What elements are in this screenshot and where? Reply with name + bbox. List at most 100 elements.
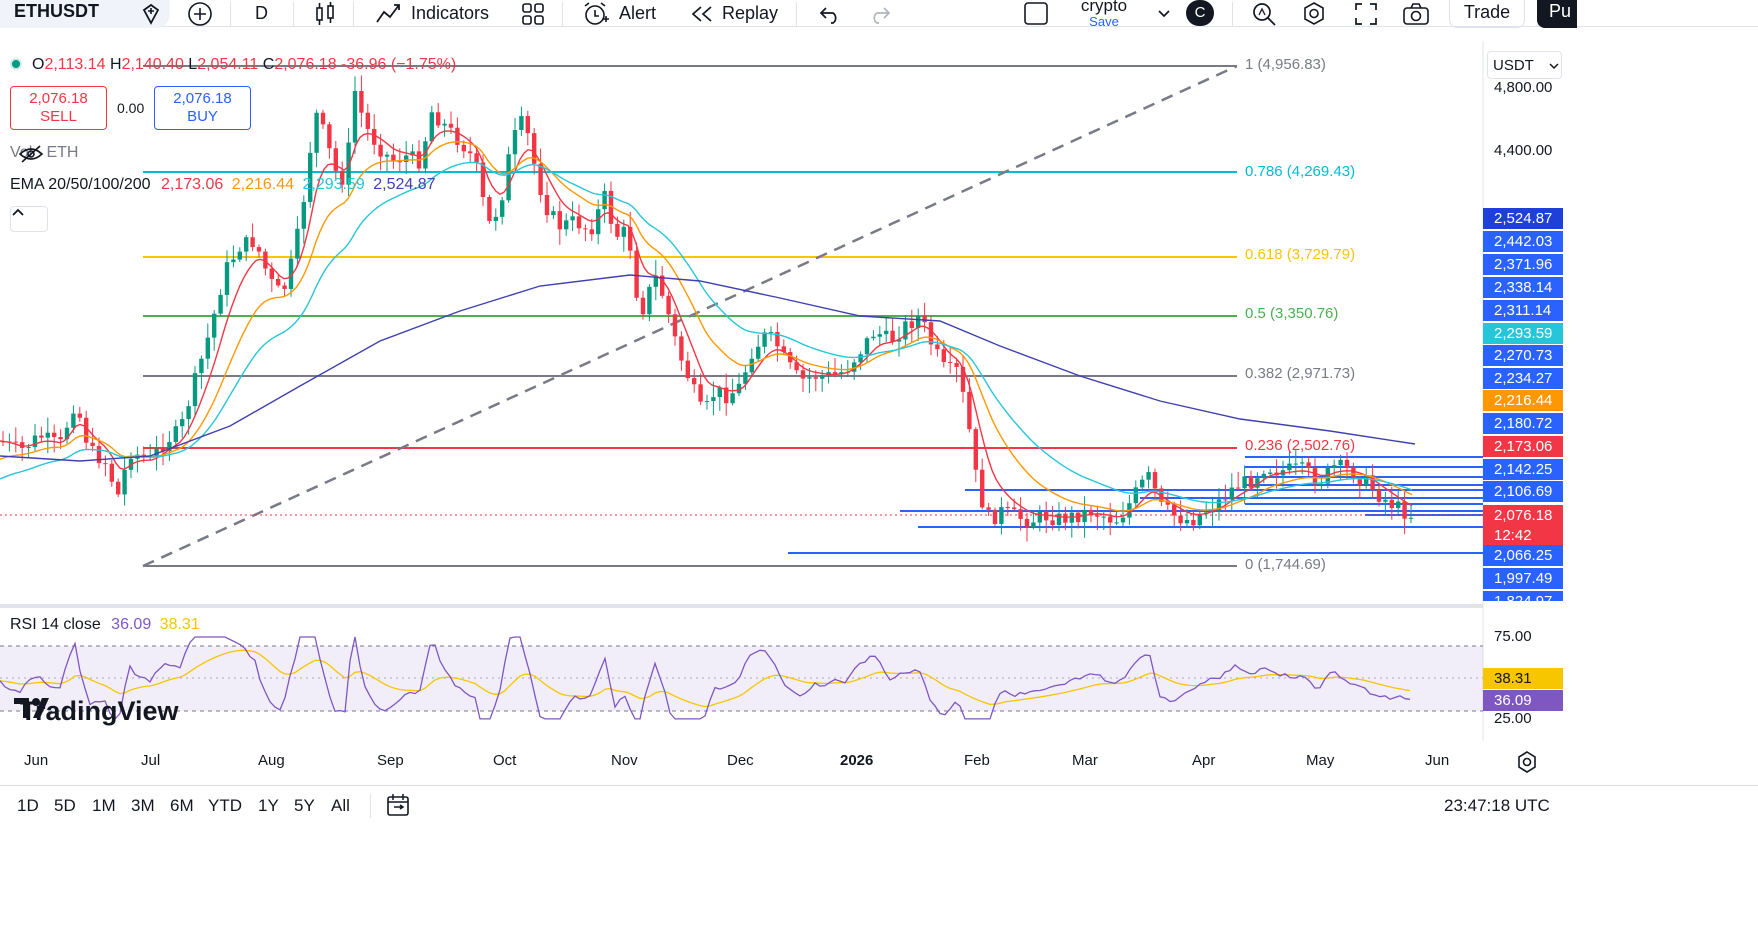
redo-icon[interactable] (868, 0, 892, 27)
trade-button[interactable]: Trade (1449, 0, 1525, 28)
candle-body (1383, 499, 1388, 502)
publish-button[interactable]: Pu (1537, 0, 1577, 28)
ema20-line (0, 130, 1413, 518)
candle-type-icon[interactable] (313, 0, 337, 27)
add-symbol-icon[interactable] (138, 0, 164, 27)
chevron-up-icon (12, 208, 24, 216)
symbol-search[interactable]: ETHUSDT (0, 0, 170, 28)
price-axis-tag: 2,076.18 (1483, 505, 1563, 526)
candle-body (154, 448, 159, 457)
time-axis-settings-icon[interactable] (1515, 750, 1539, 779)
range-button-all[interactable]: All (331, 796, 350, 815)
settings-gear-icon[interactable] (1300, 0, 1328, 27)
open-label: O (32, 56, 45, 73)
candle-body (1152, 472, 1158, 489)
candle-body (551, 211, 556, 216)
candle-body (365, 112, 370, 129)
candle-body (948, 362, 953, 364)
ema-label: EMA 20/50/100/200 (10, 176, 151, 193)
publish-label: Pu (1549, 1, 1572, 21)
candle-body (352, 90, 358, 143)
candle-body (928, 322, 934, 345)
fib-level-label: 1 (4,956.83) (1245, 56, 1326, 73)
candle-body (429, 112, 434, 142)
indicators-button[interactable]: Indicators (375, 0, 489, 27)
time-tick: Feb (964, 752, 990, 769)
fullscreen-icon[interactable] (1353, 0, 1379, 27)
range-button-5y[interactable]: 5Y (294, 796, 315, 815)
avatar[interactable]: C (1186, 0, 1214, 26)
price-axis-tag: 2,371.96 (1483, 254, 1563, 275)
close-value: 2,076.18 (274, 56, 337, 73)
range-button-1y[interactable]: 1Y (258, 796, 279, 815)
divider (796, 2, 797, 26)
calendar-range-icon[interactable] (385, 792, 413, 823)
chart-pane[interactable]: O2,113.14 H2,140.40 L2,054.11 C 2,076.18 … (0, 41, 1758, 741)
time-tick: Aug (258, 752, 285, 769)
range-button-1d[interactable]: 1D (17, 796, 39, 815)
candle-body (103, 463, 108, 465)
candle-body (1044, 511, 1049, 521)
candle-body (1389, 499, 1394, 509)
time-tick: Mar (1072, 752, 1098, 769)
range-button-6m[interactable]: 6M (170, 796, 194, 815)
range-button-1m[interactable]: 1M (92, 796, 116, 815)
candle-body (538, 163, 543, 195)
utc-clock[interactable]: 23:47:18 UTC (1444, 796, 1550, 815)
price-axis-tag: 2,338.14 (1483, 277, 1563, 298)
candle-body (941, 349, 946, 363)
time-tick: Oct (493, 752, 517, 769)
candle-body (308, 152, 313, 203)
price-tick: 4,400.00 (1494, 142, 1553, 159)
price-axis-tag: 2,293.59 (1483, 323, 1563, 344)
candle-body (506, 154, 511, 201)
candle-body (864, 338, 870, 355)
chevron-down-icon[interactable] (1156, 0, 1172, 27)
candle-body (1063, 513, 1068, 523)
candle-body (1300, 462, 1305, 464)
rsi-axis-tag: 38.31 (1483, 668, 1563, 689)
currency-select[interactable]: USDT (1487, 51, 1562, 79)
candle-body (775, 331, 780, 347)
candle-body (788, 352, 793, 363)
candle-body (455, 127, 460, 145)
sell-label: SELL (40, 108, 77, 125)
quick-search-icon[interactable] (1250, 0, 1278, 27)
candle-body (1108, 516, 1113, 523)
collapse-legend-button[interactable] (10, 206, 48, 232)
candle-body (992, 509, 998, 524)
range-button-3m[interactable]: 3M (131, 796, 155, 815)
eye-hidden-icon[interactable] (18, 144, 44, 164)
alert-button[interactable]: Alert (582, 0, 656, 27)
camera-icon[interactable] (1401, 0, 1431, 27)
candle-body (1159, 488, 1164, 502)
low-label: L (188, 56, 198, 73)
candle-body (1306, 462, 1311, 469)
chart-canvas[interactable] (0, 41, 1758, 741)
candle-body (1248, 476, 1254, 488)
ema20-value: 2,173.06 (161, 176, 224, 193)
layout-square-icon[interactable] (1022, 0, 1050, 27)
price-axis-tag: 2,173.06 (1483, 436, 1563, 457)
templates-icon[interactable] (520, 0, 546, 27)
candle-body (32, 435, 38, 448)
candle-body (13, 441, 18, 443)
candle-body (724, 387, 729, 404)
undo-icon[interactable] (818, 0, 842, 27)
replay-button[interactable]: Replay (690, 0, 778, 27)
currency-label: USDT (1493, 57, 1534, 74)
buy-button[interactable]: 2,076.18 BUY (154, 86, 251, 130)
symbol-name[interactable]: ETHUSDT (14, 1, 99, 21)
candle-body (653, 275, 658, 287)
divider (353, 2, 354, 26)
interval-button[interactable]: D (255, 3, 268, 23)
candle-body (666, 295, 671, 315)
candle-body (340, 170, 345, 185)
sell-button[interactable]: 2,076.18 SELL (10, 86, 107, 130)
layout-name-button[interactable]: crypto Save (1066, 0, 1142, 29)
range-button-ytd[interactable]: YTD (208, 796, 242, 815)
candle-body (212, 313, 217, 338)
price-axis-tag: 1,997.49 (1483, 568, 1563, 589)
compare-icon[interactable] (186, 0, 214, 27)
range-button-5d[interactable]: 5D (54, 796, 76, 815)
